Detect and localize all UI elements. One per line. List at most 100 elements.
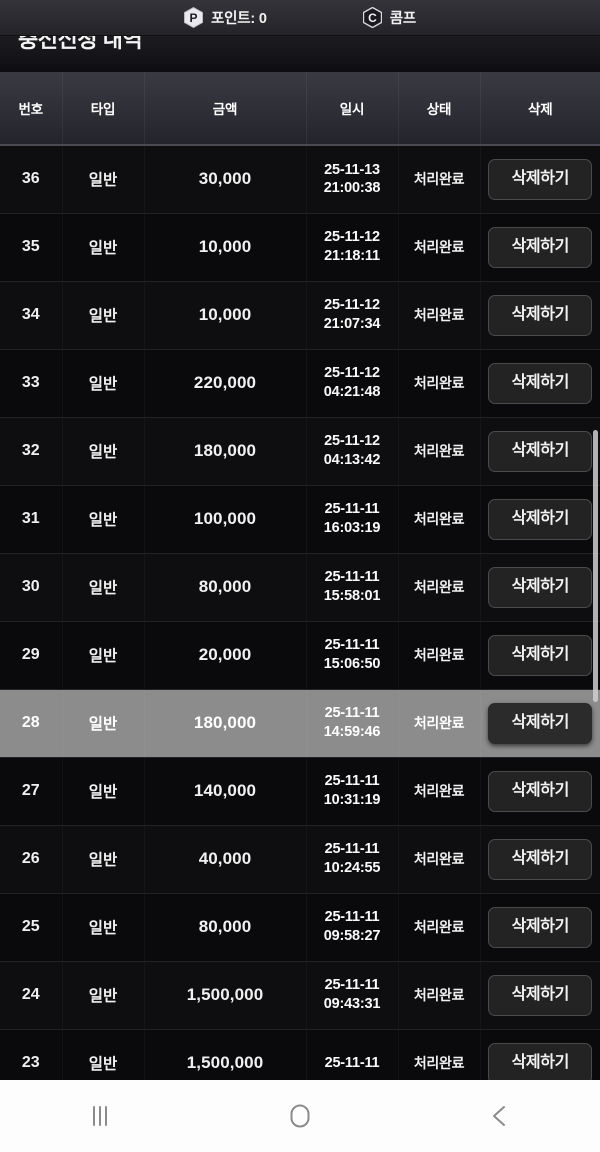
page-title-bar: 충전신청 내역 [0, 36, 600, 72]
cell-no: 30 [0, 553, 62, 622]
table-row[interactable]: 30 일반 80,000 25-11-11 15:58:01 처리완료 삭제하기 [0, 553, 600, 622]
cell-delete: 삭제하기 [480, 553, 600, 622]
time-value: 21:00:38 [323, 180, 381, 197]
table-row[interactable]: 32 일반 180,000 25-11-12 04:13:42 처리완료 삭제하기 [0, 417, 600, 486]
date-value: 25-11-11 [324, 569, 380, 586]
cell-amount: 180,000 [144, 417, 306, 486]
delete-button[interactable]: 삭제하기 [488, 158, 593, 200]
table-row[interactable]: 35 일반 10,000 25-11-12 21:18:11 처리완료 삭제하기 [0, 213, 600, 282]
recents-icon [85, 1103, 115, 1129]
table-row[interactable]: 34 일반 10,000 25-11-12 21:07:34 처리완료 삭제하기 [0, 281, 600, 350]
cell-amount: 10,000 [144, 213, 306, 282]
cell-type: 일반 [62, 621, 144, 690]
cell-state: 처리완료 [398, 757, 480, 826]
table-row[interactable]: 36 일반 30,000 25-11-13 21:00:38 처리완료 삭제하기 [0, 145, 600, 214]
column-header-type: 타입 [62, 72, 145, 146]
cell-delete: 삭제하기 [480, 893, 600, 962]
datetime-stack: 25-11-11 10:24:55 [307, 841, 398, 877]
cell-delete: 삭제하기 [480, 1029, 600, 1080]
cell-delete: 삭제하기 [480, 349, 600, 418]
cell-type: 일반 [62, 281, 144, 350]
cell-type: 일반 [62, 689, 144, 758]
column-header-amount: 금액 [144, 72, 307, 146]
cell-date: 25-11-11 09:43:31 [306, 961, 398, 1030]
delete-button[interactable]: 삭제하기 [488, 498, 593, 540]
cell-amount: 40,000 [144, 825, 306, 894]
delete-button[interactable]: 삭제하기 [488, 362, 593, 404]
time-value: 21:18:11 [324, 248, 380, 264]
table-row[interactable]: 27 일반 140,000 25-11-11 10:31:19 처리완료 삭제하기 [0, 757, 600, 826]
cell-delete: 삭제하기 [480, 825, 600, 894]
table-row[interactable]: 29 일반 20,000 25-11-11 15:06:50 처리완료 삭제하기 [0, 621, 600, 690]
comp-indicator[interactable]: C 콤프 [362, 7, 417, 28]
datetime-stack: 25-11-11 10:31:19 [307, 773, 398, 809]
cell-date: 25-11-11 15:06:50 [306, 621, 398, 690]
cell-delete: 삭제하기 [480, 621, 600, 690]
delete-button[interactable]: 삭제하기 [488, 566, 593, 608]
history-table-container[interactable]: 번호 타입 금액 일시 상태 삭제 36 일반 30,000 25-11-13 21:0… [0, 72, 600, 1080]
delete-button[interactable]: 삭제하기 [488, 770, 593, 812]
table-row[interactable]: 33 일반 220,000 25-11-12 04:21:48 처리완료 삭제하기 [0, 349, 600, 418]
cell-state: 처리완료 [398, 961, 480, 1030]
cell-type: 일반 [62, 553, 144, 622]
top-status-bar: P 포인트: 0 C 콤프 [0, 0, 600, 36]
point-hex-icon: P [183, 7, 203, 28]
page-title: 충전신청 내역 [18, 36, 143, 52]
table-row[interactable]: 26 일반 40,000 25-11-11 10:24:55 처리완료 삭제하기 [0, 825, 600, 894]
delete-button[interactable]: 삭제하기 [488, 838, 593, 880]
datetime-stack: 25-11-13 21:00:38 [307, 162, 398, 198]
datetime-stack: 25-11-11 09:43:31 [307, 977, 398, 1013]
back-button[interactable] [440, 1080, 560, 1152]
time-value: 16:03:19 [323, 520, 381, 536]
table-row[interactable]: 25 일반 80,000 25-11-11 09:58:27 처리완료 삭제하기 [0, 893, 600, 962]
cell-type: 일반 [62, 485, 144, 554]
svg-text:C: C [368, 11, 377, 25]
date-value: 25-11-11 [324, 977, 380, 994]
cell-state: 처리완료 [398, 825, 480, 894]
time-value: 10:31:19 [323, 792, 381, 808]
cell-state: 처리완료 [398, 281, 480, 350]
cell-date: 25-11-11 10:31:19 [306, 757, 398, 826]
cell-amount: 30,000 [144, 145, 306, 214]
time-value: 10:24:55 [323, 860, 381, 876]
time-value: 21:07:34 [323, 316, 381, 332]
cell-amount: 100,000 [144, 485, 306, 554]
table-row[interactable]: 28 일반 180,000 25-11-11 14:59:46 처리완료 삭제하기 [0, 689, 600, 758]
recents-button[interactable] [40, 1080, 160, 1152]
table-row[interactable]: 31 일반 100,000 25-11-11 16:03:19 처리완료 삭제하기 [0, 485, 600, 554]
comp-label: 콤프 [389, 11, 417, 27]
delete-button[interactable]: 삭제하기 [488, 702, 593, 744]
svg-text:P: P [189, 11, 197, 25]
points-indicator[interactable]: P 포인트: 0 [183, 7, 267, 28]
time-value: 04:21:48 [323, 384, 381, 400]
cell-no: 35 [0, 213, 62, 282]
cell-date: 25-11-11 15:58:01 [306, 553, 398, 622]
android-navigation-bar [0, 1080, 600, 1152]
date-value: 25-11-12 [324, 433, 380, 450]
cell-delete: 삭제하기 [480, 485, 600, 554]
datetime-stack: 25-11-11 15:58:01 [307, 569, 398, 605]
column-header-date: 일시 [306, 72, 399, 146]
cell-state: 처리완료 [398, 213, 480, 282]
cell-delete: 삭제하기 [480, 213, 600, 282]
delete-button[interactable]: 삭제하기 [488, 226, 593, 268]
home-icon [285, 1101, 315, 1131]
delete-button[interactable]: 삭제하기 [488, 974, 593, 1016]
table-row[interactable]: 24 일반 1,500,000 25-11-11 09:43:31 처리완료 삭제하기 [0, 961, 600, 1030]
delete-button[interactable]: 삭제하기 [488, 430, 593, 472]
delete-button[interactable]: 삭제하기 [488, 1042, 593, 1080]
cell-type: 일반 [62, 1029, 144, 1080]
table-row[interactable]: 23 일반 1,500,000 25-11-11 처리완료 삭제하기 [0, 1029, 600, 1080]
cell-state: 처리완료 [398, 1029, 480, 1080]
delete-button[interactable]: 삭제하기 [488, 634, 593, 676]
date-value: 25-11-11 [324, 841, 380, 858]
delete-button[interactable]: 삭제하기 [488, 294, 593, 336]
delete-button[interactable]: 삭제하기 [488, 906, 593, 948]
cell-delete: 삭제하기 [480, 281, 600, 350]
time-value: 09:58:27 [323, 928, 381, 944]
date-value: 25-11-11 [324, 501, 380, 518]
home-button[interactable] [240, 1080, 360, 1152]
cell-amount: 1,500,000 [144, 961, 306, 1030]
vertical-scrollbar-thumb[interactable] [593, 430, 598, 702]
